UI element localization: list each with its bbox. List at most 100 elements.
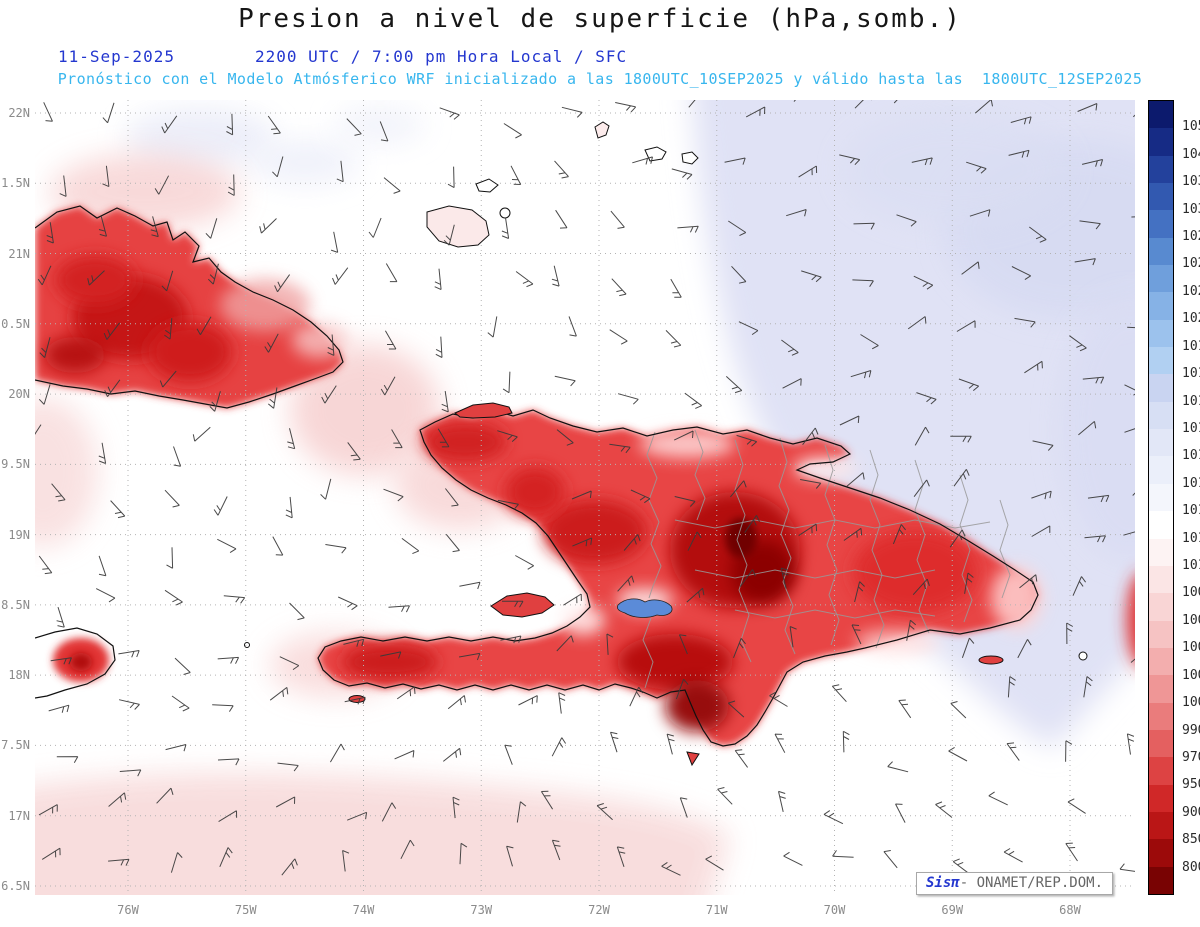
forecast-time: 2200 UTC / 7:00 pm Hora Local / SFC bbox=[255, 47, 628, 66]
lat-tick-label: 8.5N bbox=[1, 597, 30, 612]
wind-barb bbox=[961, 261, 980, 275]
caicos-island bbox=[594, 121, 610, 139]
lon-tick-label: 70W bbox=[823, 903, 846, 917]
wind-barb bbox=[330, 231, 339, 253]
wind-barb bbox=[213, 496, 228, 516]
colorbar-tick-label: 1004 bbox=[1182, 640, 1200, 656]
colorbar-cell bbox=[1149, 811, 1173, 840]
colorbar-cell bbox=[1149, 210, 1173, 238]
wind-barb bbox=[279, 656, 300, 671]
wind-barb bbox=[447, 695, 466, 710]
colorbar-tick-label: 1016 bbox=[1182, 420, 1200, 436]
wind-barb bbox=[518, 695, 538, 706]
wind-barb bbox=[896, 214, 917, 227]
wind-barb bbox=[267, 115, 281, 135]
colorbar-cell bbox=[1149, 784, 1173, 812]
wind-barb bbox=[329, 743, 345, 763]
wind-barb bbox=[679, 797, 688, 818]
wind-barb bbox=[400, 839, 415, 860]
wind-barb bbox=[500, 635, 522, 644]
colorbar-cell bbox=[1149, 729, 1173, 758]
wind-barb bbox=[515, 271, 534, 288]
wind-barb bbox=[883, 850, 898, 869]
land-pressure-shading bbox=[35, 206, 1135, 746]
wind-barb bbox=[344, 696, 366, 705]
lon-tick-label: 68W bbox=[1059, 903, 1081, 917]
credit-badge: Sisπ- ONAMET/REP.DOM. bbox=[916, 872, 1114, 895]
wind-barb bbox=[949, 529, 966, 548]
wind-barb bbox=[1083, 676, 1093, 698]
wind-barb bbox=[217, 538, 237, 554]
map-plot bbox=[35, 100, 1135, 895]
wind-barb bbox=[853, 222, 875, 230]
wind-barb bbox=[503, 123, 522, 139]
wind-barb bbox=[554, 160, 569, 179]
wind-barb bbox=[725, 376, 743, 394]
wind-barb bbox=[661, 861, 681, 876]
wind-barb bbox=[103, 322, 120, 340]
lon-tick-label: 74W bbox=[352, 903, 375, 917]
wind-barb bbox=[800, 479, 822, 489]
wind-barb bbox=[347, 811, 368, 821]
wind-barb bbox=[287, 428, 296, 450]
wind-barb bbox=[391, 429, 403, 449]
province-borders bbox=[642, 429, 1011, 689]
colorbar-cell bbox=[1149, 155, 1173, 184]
wind-barb bbox=[893, 100, 898, 104]
credit-text: - ONAMET/REP.DOM. bbox=[959, 875, 1104, 891]
wind-barb bbox=[801, 270, 822, 283]
wind-barb bbox=[218, 810, 238, 823]
colorbar-tick-label: 1018 bbox=[1182, 366, 1200, 382]
wind-barb bbox=[1126, 733, 1135, 755]
colorbar-cell bbox=[1149, 702, 1173, 730]
wind-barb bbox=[556, 429, 574, 446]
wind-barb bbox=[563, 593, 582, 606]
wind-barb bbox=[632, 156, 653, 165]
wind-barb bbox=[1077, 103, 1098, 112]
wind-barb bbox=[277, 762, 299, 772]
wind-barb bbox=[558, 692, 566, 714]
colorbar-cell bbox=[1149, 593, 1173, 621]
beata-island bbox=[686, 751, 700, 767]
wind-barb bbox=[617, 575, 635, 592]
wind-barb bbox=[171, 695, 190, 712]
wind-barb bbox=[43, 102, 53, 122]
wind-barb bbox=[850, 370, 872, 379]
wind-barb bbox=[744, 515, 760, 533]
wind-barb bbox=[964, 572, 974, 594]
wind-barb bbox=[615, 102, 637, 113]
wind-barb bbox=[174, 657, 191, 675]
wind-barb bbox=[786, 209, 807, 217]
wind-barb bbox=[95, 588, 116, 603]
wind-barb bbox=[913, 275, 934, 290]
lat-tick-label: 21N bbox=[8, 246, 30, 261]
wind-barb bbox=[325, 544, 347, 554]
wind-barb bbox=[774, 733, 786, 753]
wind-barb bbox=[56, 606, 65, 628]
wind-barb bbox=[1065, 740, 1073, 762]
lon-tick-label: 76W bbox=[117, 903, 139, 917]
little-inagua-island bbox=[499, 207, 511, 219]
wind-barb bbox=[736, 434, 758, 447]
wind-barb bbox=[487, 316, 498, 338]
colorbar-cell bbox=[1149, 456, 1173, 484]
colorbar-tick-label: 970 bbox=[1182, 749, 1200, 765]
wind-barb bbox=[368, 217, 382, 238]
colorbar-tick-label: 1028 bbox=[1182, 229, 1200, 245]
wind-barb bbox=[686, 587, 705, 603]
wind-barb bbox=[264, 333, 279, 353]
wind-barb bbox=[442, 747, 462, 762]
wind-barb bbox=[778, 790, 786, 813]
lat-tick-label: 9.5N bbox=[1, 457, 30, 472]
wind-barb bbox=[445, 533, 460, 553]
wind-barb bbox=[383, 488, 404, 502]
colorbar-tick-label: 1030 bbox=[1182, 201, 1200, 217]
wind-barb bbox=[1019, 574, 1038, 589]
sispi-logo: Sisπ bbox=[926, 875, 960, 891]
wind-barb bbox=[823, 810, 844, 825]
wind-barb bbox=[383, 177, 401, 194]
wind-barbs bbox=[35, 100, 1135, 876]
wind-barb bbox=[572, 537, 593, 547]
colorbar-tick-label: 800 bbox=[1182, 859, 1200, 875]
